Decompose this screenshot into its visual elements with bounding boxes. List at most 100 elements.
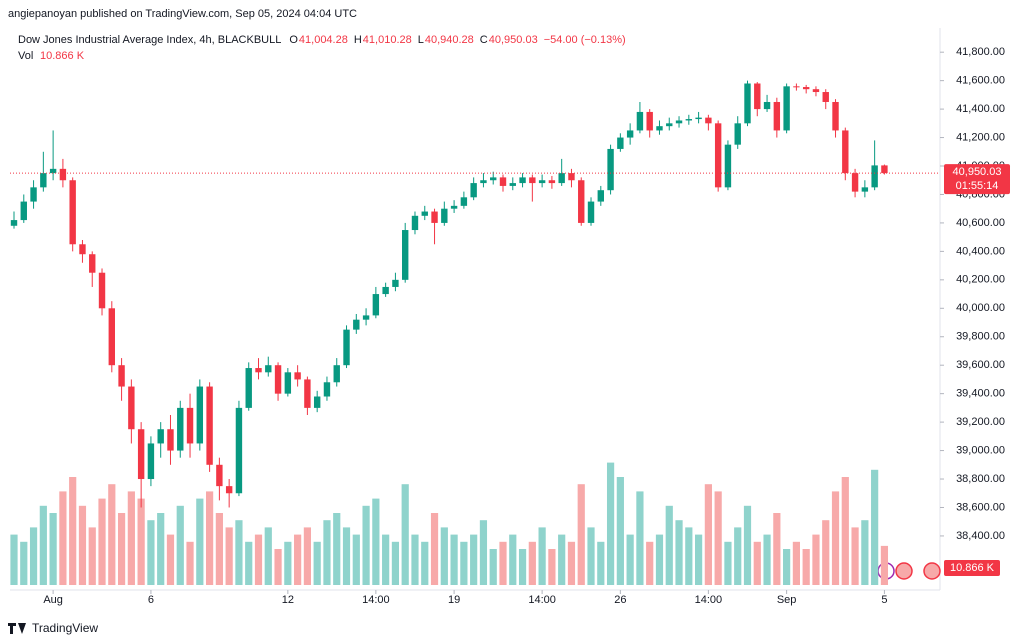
candle-body	[861, 187, 869, 192]
candle-body	[460, 197, 468, 206]
candle-body	[666, 123, 673, 127]
volume-bar	[479, 520, 488, 585]
volume-bar	[235, 520, 243, 585]
candle-body	[773, 101, 781, 131]
candle-body	[245, 368, 252, 408]
candle-body	[108, 308, 115, 366]
volume-bar	[20, 541, 28, 585]
candle-body	[558, 173, 565, 184]
y-tick-label: 41,200.00	[956, 131, 1005, 143]
y-tick-label: 41,800.00	[956, 46, 1005, 58]
volume-bar	[206, 491, 214, 585]
volume-bar	[215, 513, 223, 585]
candle-body	[196, 386, 204, 444]
candle-body	[265, 365, 272, 373]
last-price-box	[944, 164, 1010, 195]
volume-bar	[646, 541, 654, 585]
volume-bar	[421, 541, 429, 585]
published-line: angiepanoyan published on TradingView.co…	[8, 8, 357, 20]
volume-bar	[538, 527, 546, 585]
candle-body	[343, 329, 350, 366]
volume-bar	[861, 520, 869, 585]
volume-bar	[714, 491, 722, 585]
candle-body	[450, 205, 458, 209]
volume-bar	[616, 477, 624, 585]
candle-body	[294, 372, 301, 380]
volume-bar	[382, 534, 390, 585]
candle-body	[607, 148, 614, 191]
candle-body	[225, 486, 233, 494]
event-icon[interactable]	[923, 562, 941, 580]
candle-body	[548, 180, 556, 184]
candle-body	[587, 201, 595, 223]
volume-bar	[108, 484, 116, 585]
volume-bar	[655, 534, 664, 585]
legend-value: 41,010.28	[363, 34, 412, 46]
candle-body	[783, 86, 790, 131]
volume-bar	[225, 527, 233, 585]
candle-body	[382, 286, 389, 295]
volume-bar	[333, 513, 341, 585]
x-tick-label: Aug	[43, 594, 63, 606]
x-tick-label: 14:00	[695, 594, 723, 606]
last-volume-label: 10.866 K	[950, 562, 995, 574]
candle-body	[656, 126, 663, 131]
candle-body	[206, 386, 213, 465]
candle-body	[402, 230, 409, 280]
x-tick-label: 26	[614, 594, 626, 606]
candle-body	[10, 220, 18, 226]
volume-bar	[362, 505, 370, 585]
volume-bar	[342, 527, 351, 585]
countdown: 01:55:14	[956, 180, 999, 192]
volume-bar	[245, 541, 253, 585]
candle-body	[470, 183, 477, 198]
candle-body	[675, 120, 683, 124]
candle-body	[734, 123, 741, 145]
candle-body	[98, 272, 106, 309]
volume-bar	[773, 513, 781, 585]
volume-bar	[460, 541, 468, 585]
candle-body	[705, 117, 712, 124]
candle-body	[490, 177, 497, 181]
x-tick-label: 19	[448, 594, 460, 606]
y-tick-label: 39,000.00	[956, 444, 1005, 456]
candle-body	[186, 407, 194, 444]
volume-bar	[489, 549, 497, 585]
candle-body	[20, 201, 27, 221]
candle-body	[421, 211, 428, 216]
volume-bar	[636, 491, 644, 585]
candle-body	[822, 92, 829, 102]
y-tick-label: 39,600.00	[956, 359, 1005, 371]
x-tick-label: 14:00	[362, 594, 390, 606]
y-tick-label: 39,200.00	[956, 416, 1005, 428]
x-tick-label: 6	[148, 594, 154, 606]
volume-bar	[117, 513, 126, 585]
candle-body	[636, 111, 644, 131]
volume-bar	[10, 534, 18, 585]
volume-bar	[196, 498, 204, 585]
volume-bar	[29, 527, 38, 585]
candle-body	[441, 208, 448, 223]
volume-bar	[303, 527, 311, 585]
candle-body	[30, 187, 37, 202]
candle-body	[509, 183, 516, 186]
volume-bar	[166, 534, 175, 585]
volume-bar	[254, 534, 263, 585]
y-tick-label: 39,800.00	[956, 331, 1005, 343]
volume-bar	[567, 541, 576, 585]
candle-body	[744, 83, 751, 124]
volume-bar	[831, 491, 840, 585]
candle-body	[724, 144, 732, 188]
candle-body	[216, 464, 223, 487]
volume-bar	[802, 549, 810, 585]
volume-bar	[518, 549, 527, 585]
volume-bar	[313, 541, 321, 585]
candle-body	[147, 443, 155, 480]
y-tick-label: 40,600.00	[956, 217, 1005, 229]
candle-body	[362, 315, 370, 320]
y-tick-label: 40,000.00	[956, 302, 1005, 314]
event-icon[interactable]	[895, 562, 913, 580]
volume-bar	[372, 498, 380, 585]
candle-body	[333, 365, 340, 383]
legend-change: −54.00 (−0.13%)	[544, 34, 626, 46]
